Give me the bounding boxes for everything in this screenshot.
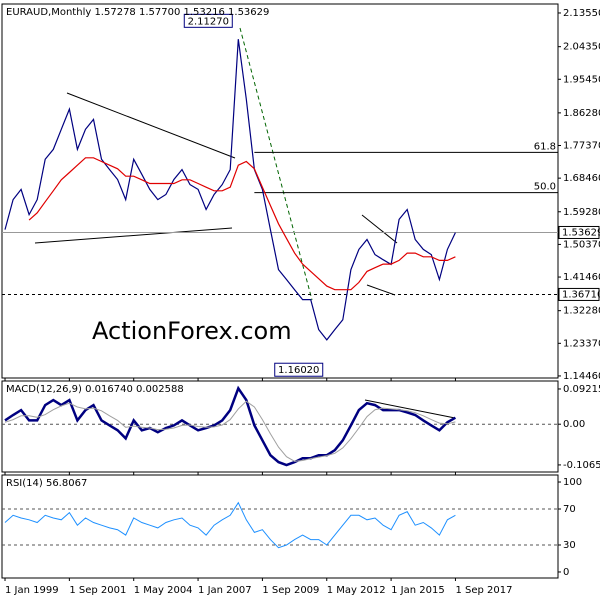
y-tick-label: 1.59280 [563,207,600,218]
series-line [4,385,457,467]
y-tick-label: 1.50370 [563,239,600,250]
series-line [28,157,456,291]
price-panel [1,3,559,379]
macd-trendline [364,399,456,419]
y-tick-label: 30 [563,540,576,551]
trendlines [34,27,456,419]
price-label: 1.36710 [562,289,600,300]
panel-title: MACD(12,26,9) 0.016740 0.002588 [6,384,184,395]
y-tick-label: 1.95450 [563,74,600,85]
price-label-box [558,225,600,239]
y-tick-label: 0 [563,567,569,578]
x-tick-label: 1 May 2012 [327,585,386,596]
price-label-box [558,287,600,301]
dashed-trendline [239,27,313,301]
panel-title: EURAUD,Monthly 1.57278 1.57700 1.53216 1… [6,7,269,18]
y-tick-label: 1.68460 [563,173,600,184]
series-line [4,39,456,341]
trendline [66,92,236,159]
x-tick-label: 1 Jan 2015 [391,585,445,596]
trendline [361,214,398,244]
y-tick-label: 1.86280 [563,108,600,119]
point-label: 2.11270 [188,16,229,27]
y-tick-label: 1.23370 [563,338,600,349]
fib-label: 61.8 [534,141,556,152]
x-tick-label: 1 May 2004 [134,585,193,596]
watermark: ActionForex.com [92,317,292,345]
fib-label: 50.0 [534,182,556,193]
series-line [4,400,456,462]
rsi-panel [1,474,559,579]
macd-panel [1,380,559,473]
price-label: 1.53629 [562,227,600,238]
y-tick-label: 1.41460 [563,272,600,283]
point-label-box [183,13,233,28]
x-tick-label: 1 Jan 1999 [5,585,59,596]
x-tick-label: 1 Sep 2009 [262,585,319,596]
y-tick-label: 2.04350 [563,42,600,53]
trendline [34,227,233,244]
x-tick-label: 1 Sep 2001 [69,585,126,596]
y-tick-label: 0.092158 [563,384,600,395]
series-line [4,501,456,549]
y-tick-label: 0.00 [563,419,585,430]
point-label: 1.16020 [278,365,319,376]
y-tick-label: -0.106503 [563,460,600,471]
y-tick-label: 70 [563,504,576,515]
y-tick-label: 100 [563,477,582,488]
panel-title: RSI(14) 56.8067 [6,478,87,489]
y-tick-label: 1.14460 [563,371,600,382]
y-tick-label: 2.13550 [563,8,600,19]
y-tick-label: 1.32280 [563,306,600,317]
y-tick-label: 1.77370 [563,141,600,152]
trendline [366,284,396,296]
point-label-box [274,362,324,377]
x-tick-label: 1 Jan 2007 [198,585,252,596]
x-tick-label: 1 Sep 2017 [455,585,512,596]
